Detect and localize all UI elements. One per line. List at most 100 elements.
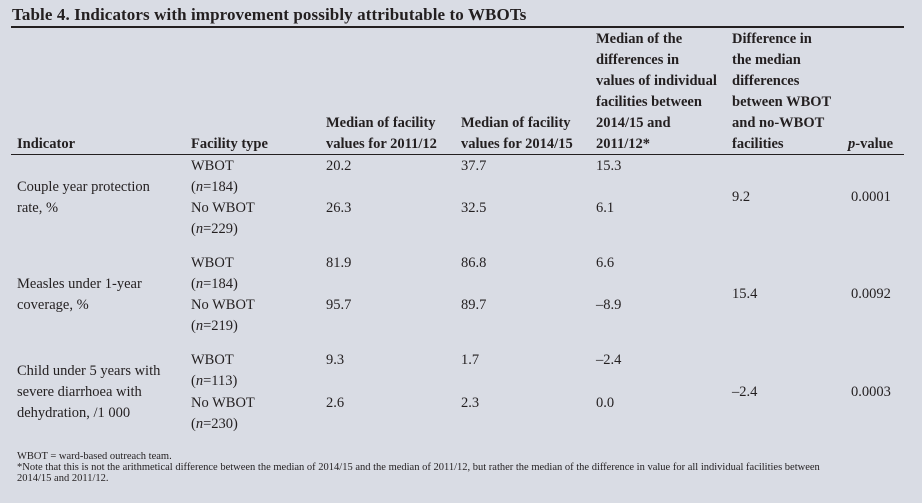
top-rule (11, 26, 904, 28)
n-var: n (195, 179, 204, 195)
facility-type-no-wbot: No WBOT (n=230) (191, 393, 255, 435)
header-line: facilities (732, 136, 784, 152)
facility-n: (n=113) (191, 371, 237, 392)
median-2011-value: 81.9 (326, 255, 352, 271)
facility-type-wbot: WBOT (n=184) (191, 156, 238, 198)
median-2014-value: 32.5 (461, 200, 487, 216)
header-line: between WBOT (732, 94, 832, 110)
footnote-note: *Note that this is not the arithmetical … (17, 462, 820, 473)
row-indicator: Child under 5 years with severe diarrhoe… (17, 361, 160, 424)
indicator-line: Couple year protection (17, 179, 150, 195)
indicator-line: dehydration, /1 000 (17, 405, 131, 421)
facility-type-no-wbot: No WBOT (n=229) (191, 198, 255, 240)
header-line: values for 2014/15 (461, 136, 573, 152)
header-median-diff: Median of the differences in values of i… (596, 29, 717, 155)
median-diff-value: 15.3 (596, 158, 622, 174)
header-line: 2014/15 and (596, 115, 671, 131)
header-rule (11, 154, 904, 155)
median-2014-value: 89.7 (461, 297, 487, 313)
facility-type-label: WBOT (191, 352, 234, 368)
median-2011-value: 20.2 (326, 158, 352, 174)
n-value: =184) (203, 276, 238, 292)
n-var: n (195, 276, 204, 292)
facility-n: (n=229) (191, 219, 255, 240)
header-line: Median of facility (461, 115, 571, 131)
n-open: ( (191, 318, 196, 334)
n-var: n (195, 416, 204, 432)
facility-type-wbot: WBOT (n=113) (191, 350, 237, 392)
header-line: values of individual (596, 73, 717, 89)
n-open: ( (191, 276, 196, 292)
row-indicator: Measles under 1-year coverage, % (17, 274, 142, 316)
facility-type-no-wbot: No WBOT (n=219) (191, 295, 255, 337)
header-line: Facility type (191, 136, 268, 152)
header-diff-of-medians: Difference in the median differences bet… (732, 29, 831, 155)
median-diff-value: 6.6 (596, 255, 615, 271)
header-line: and no-WBOT (732, 115, 825, 131)
median-2014-value: 37.7 (461, 158, 487, 174)
median-2011-value: 2.6 (326, 395, 345, 411)
p-suffix: -value (855, 136, 894, 152)
header-line: Median of the (596, 31, 683, 47)
n-value: =230) (203, 416, 238, 432)
header-line: Difference in (732, 31, 812, 47)
row-indicator: Couple year protection rate, % (17, 177, 150, 219)
header-median-2014: Median of facility values for 2014/15 (461, 113, 573, 155)
header-line: Median of facility (326, 115, 436, 131)
facility-n: (n=219) (191, 316, 255, 337)
facility-type-label: No WBOT (191, 395, 255, 411)
n-var: n (195, 373, 204, 389)
median-2011-value: 9.3 (326, 352, 345, 368)
diff-of-medians-value: 9.2 (732, 189, 751, 205)
median-2011-value: 95.7 (326, 297, 352, 313)
n-open: ( (191, 416, 196, 432)
header-p-value: p-value (848, 134, 893, 155)
diff-of-medians-value: –2.4 (732, 384, 758, 400)
n-value: =229) (203, 221, 238, 237)
header-line: values for 2011/12 (326, 136, 437, 152)
median-diff-value: 6.1 (596, 200, 615, 216)
header-facility-type: Facility type (191, 134, 268, 155)
facility-n: (n=230) (191, 414, 255, 435)
median-2014-value: 1.7 (461, 352, 480, 368)
p-value: 0.0003 (851, 384, 891, 400)
header-indicator: Indicator (17, 134, 75, 155)
facility-type-label: No WBOT (191, 297, 255, 313)
median-diff-value: –2.4 (596, 352, 622, 368)
n-open: ( (191, 179, 196, 195)
indicator-line: severe diarrhoea with (17, 384, 142, 400)
n-open: ( (191, 373, 196, 389)
p-italic: p (848, 136, 856, 152)
header-line: differences in (596, 52, 680, 68)
facility-type-label: WBOT (191, 255, 234, 271)
facility-type-label: No WBOT (191, 200, 255, 216)
footnote-abbreviation: WBOT = ward-based outreach team. (17, 451, 172, 462)
table-title: Table 4. Indicators with improvement pos… (12, 5, 527, 24)
indicator-line: rate, % (17, 200, 59, 216)
header-median-2011: Median of facility values for 2011/12 (326, 113, 437, 155)
median-2011-value: 26.3 (326, 200, 352, 216)
median-diff-value: –8.9 (596, 297, 622, 313)
indicator-line: Child under 5 years with (17, 363, 161, 379)
facility-n: (n=184) (191, 274, 238, 295)
header-line: Indicator (17, 136, 75, 152)
n-open: ( (191, 221, 196, 237)
median-2014-value: 86.8 (461, 255, 487, 271)
header-line: the median (732, 52, 801, 68)
p-value: 0.0001 (851, 189, 891, 205)
n-var: n (195, 221, 204, 237)
diff-of-medians-value: 15.4 (732, 286, 758, 302)
header-line: 2011/12* (596, 136, 650, 152)
n-var: n (195, 318, 204, 334)
header-line: facilities between (596, 94, 702, 110)
facility-n: (n=184) (191, 177, 238, 198)
facility-type-label: WBOT (191, 158, 234, 174)
indicator-line: Measles under 1-year (17, 276, 142, 292)
p-value: 0.0092 (851, 286, 891, 302)
n-value: =113) (203, 373, 238, 389)
header-line: differences (732, 73, 800, 89)
facility-type-wbot: WBOT (n=184) (191, 253, 238, 295)
n-value: =219) (203, 318, 238, 334)
indicator-line: coverage, % (17, 297, 89, 313)
median-2014-value: 2.3 (461, 395, 480, 411)
